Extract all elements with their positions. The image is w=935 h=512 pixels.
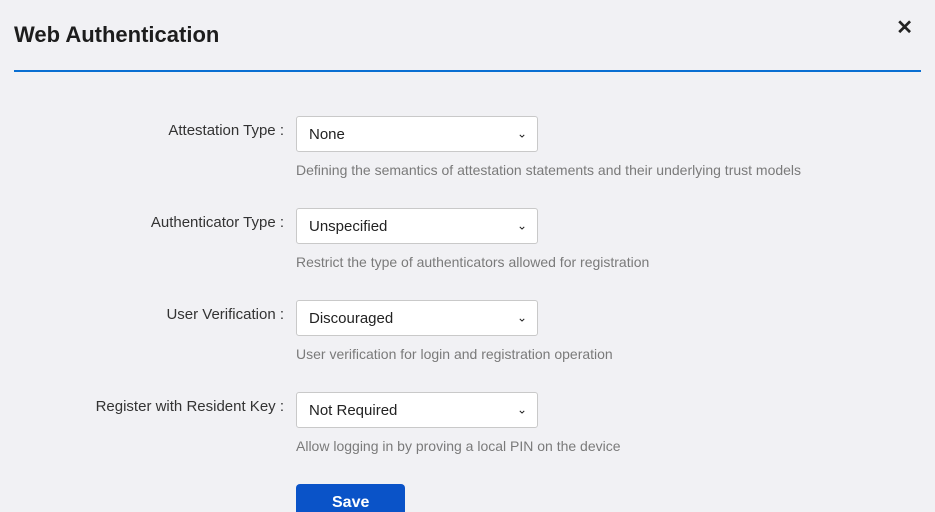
- resident-key-field: Not Required ⌄ Allow logging in by provi…: [296, 392, 921, 454]
- chevron-down-icon: ⌄: [517, 402, 527, 416]
- authenticator-field: Unspecified ⌄ Restrict the type of authe…: [296, 208, 921, 270]
- chevron-down-icon: ⌄: [517, 218, 527, 232]
- field-row-resident-key: Register with Resident Key : Not Require…: [14, 392, 921, 454]
- verification-label: User Verification :: [14, 300, 296, 323]
- resident-key-select[interactable]: Not Required ⌄: [296, 392, 538, 428]
- attestation-help: Defining the semantics of attestation st…: [296, 162, 921, 178]
- authenticator-select[interactable]: Unspecified ⌄: [296, 208, 538, 244]
- field-row-authenticator: Authenticator Type : Unspecified ⌄ Restr…: [14, 208, 921, 270]
- webauthn-dialog: ✕ Web Authentication Attestation Type : …: [0, 0, 935, 512]
- resident-key-help: Allow logging in by proving a local PIN …: [296, 438, 921, 454]
- verification-field: Discouraged ⌄ User verification for logi…: [296, 300, 921, 362]
- attestation-field: None ⌄ Defining the semantics of attesta…: [296, 116, 921, 178]
- form-actions: Save: [14, 484, 921, 512]
- field-row-attestation: Attestation Type : None ⌄ Defining the s…: [14, 116, 921, 178]
- verification-help: User verification for login and registra…: [296, 346, 921, 362]
- resident-key-value: Not Required: [309, 402, 397, 419]
- close-icon[interactable]: ✕: [896, 18, 913, 38]
- settings-form: Attestation Type : None ⌄ Defining the s…: [14, 116, 921, 512]
- verification-value: Discouraged: [309, 310, 393, 327]
- save-button[interactable]: Save: [296, 484, 405, 512]
- resident-key-label: Register with Resident Key :: [14, 392, 296, 415]
- attestation-label: Attestation Type :: [14, 116, 296, 139]
- authenticator-label: Authenticator Type :: [14, 208, 296, 231]
- authenticator-help: Restrict the type of authenticators allo…: [296, 254, 921, 270]
- chevron-down-icon: ⌄: [517, 310, 527, 324]
- verification-select[interactable]: Discouraged ⌄: [296, 300, 538, 336]
- authenticator-value: Unspecified: [309, 218, 387, 235]
- page-title: Web Authentication: [14, 22, 921, 48]
- attestation-select[interactable]: None ⌄: [296, 116, 538, 152]
- field-row-verification: User Verification : Discouraged ⌄ User v…: [14, 300, 921, 362]
- chevron-down-icon: ⌄: [517, 126, 527, 140]
- title-rule: [14, 70, 921, 72]
- attestation-value: None: [309, 126, 345, 143]
